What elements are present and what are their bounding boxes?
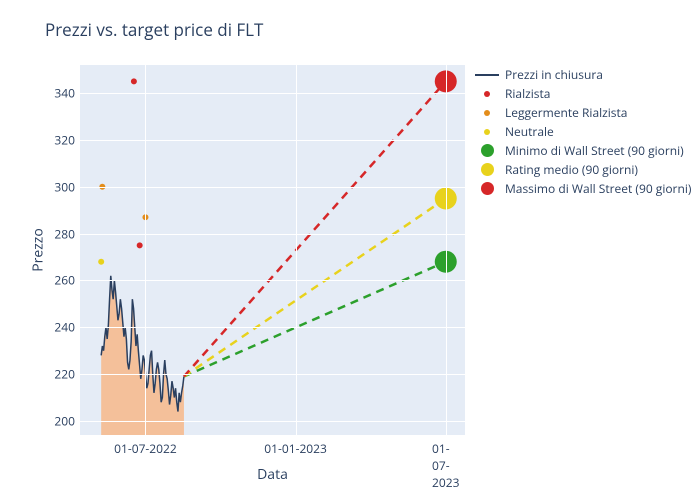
y-tick-label: 220 (35, 366, 75, 383)
y-tick-label: 300 (35, 178, 75, 195)
legend: Prezzi in chiusura Rialzista Leggermente R… (475, 65, 691, 198)
legend-line-swatch (475, 74, 499, 76)
legend-label: Minimo di Wall Street (90 giorni) (505, 142, 684, 159)
rating-dot (131, 78, 137, 84)
y-tick-label: 240 (35, 319, 75, 336)
plot-area: Data Prezzo 20022024026028030032034001-0… (80, 65, 465, 435)
legend-dot-swatch (475, 91, 499, 97)
gridline-v (145, 65, 146, 435)
legend-item: Rialzista (475, 84, 691, 103)
gridline-v (446, 65, 447, 435)
gridline-h (80, 421, 465, 422)
x-tick-label: 01-07-2022 (114, 440, 177, 457)
gridline-h (80, 327, 465, 328)
gridline-h (80, 187, 465, 188)
legend-label: Neutrale (505, 123, 554, 140)
projection-line (184, 81, 446, 376)
legend-item: Prezzi in chiusura (475, 65, 691, 84)
legend-item: Rating medio (90 giorni) (475, 160, 691, 179)
chart-svg (80, 65, 465, 435)
projection-line (184, 198, 446, 376)
legend-label: Leggermente Rialzista (505, 104, 627, 121)
legend-label: Rialzista (505, 85, 550, 102)
gridline-h (80, 280, 465, 281)
y-tick-label: 340 (35, 85, 75, 102)
gridline-h (80, 374, 465, 375)
legend-dot-swatch (475, 129, 499, 135)
gridline-h (80, 93, 465, 94)
gridline-h (80, 234, 465, 235)
rating-dot (137, 242, 143, 248)
projection-line (184, 262, 446, 377)
y-tick-label: 200 (35, 412, 75, 429)
legend-dot-swatch (475, 182, 499, 195)
y-tick-label: 260 (35, 272, 75, 289)
rating-dot (98, 259, 104, 265)
legend-item: Neutrale (475, 122, 691, 141)
legend-dot-swatch (475, 110, 499, 116)
legend-item: Massimo di Wall Street (90 giorni) (475, 179, 691, 198)
gridline-v (296, 65, 297, 435)
x-axis-label: Data (257, 465, 288, 484)
legend-dot-swatch (475, 163, 499, 176)
legend-label: Rating medio (90 giorni) (505, 161, 638, 178)
legend-label: Massimo di Wall Street (90 giorni) (505, 180, 691, 197)
chart-title: Prezzi vs. target price di FLT (45, 18, 263, 41)
legend-item: Leggermente Rialzista (475, 103, 691, 122)
gridline-h (80, 140, 465, 141)
y-tick-label: 320 (35, 131, 75, 148)
y-tick-label: 280 (35, 225, 75, 242)
legend-item: Minimo di Wall Street (90 giorni) (475, 141, 691, 160)
x-tick-label: 01-07-2023 (432, 440, 459, 491)
legend-dot-swatch (475, 144, 499, 157)
x-tick-label: 01-01-2023 (264, 440, 327, 457)
legend-label: Prezzi in chiusura (505, 66, 603, 83)
